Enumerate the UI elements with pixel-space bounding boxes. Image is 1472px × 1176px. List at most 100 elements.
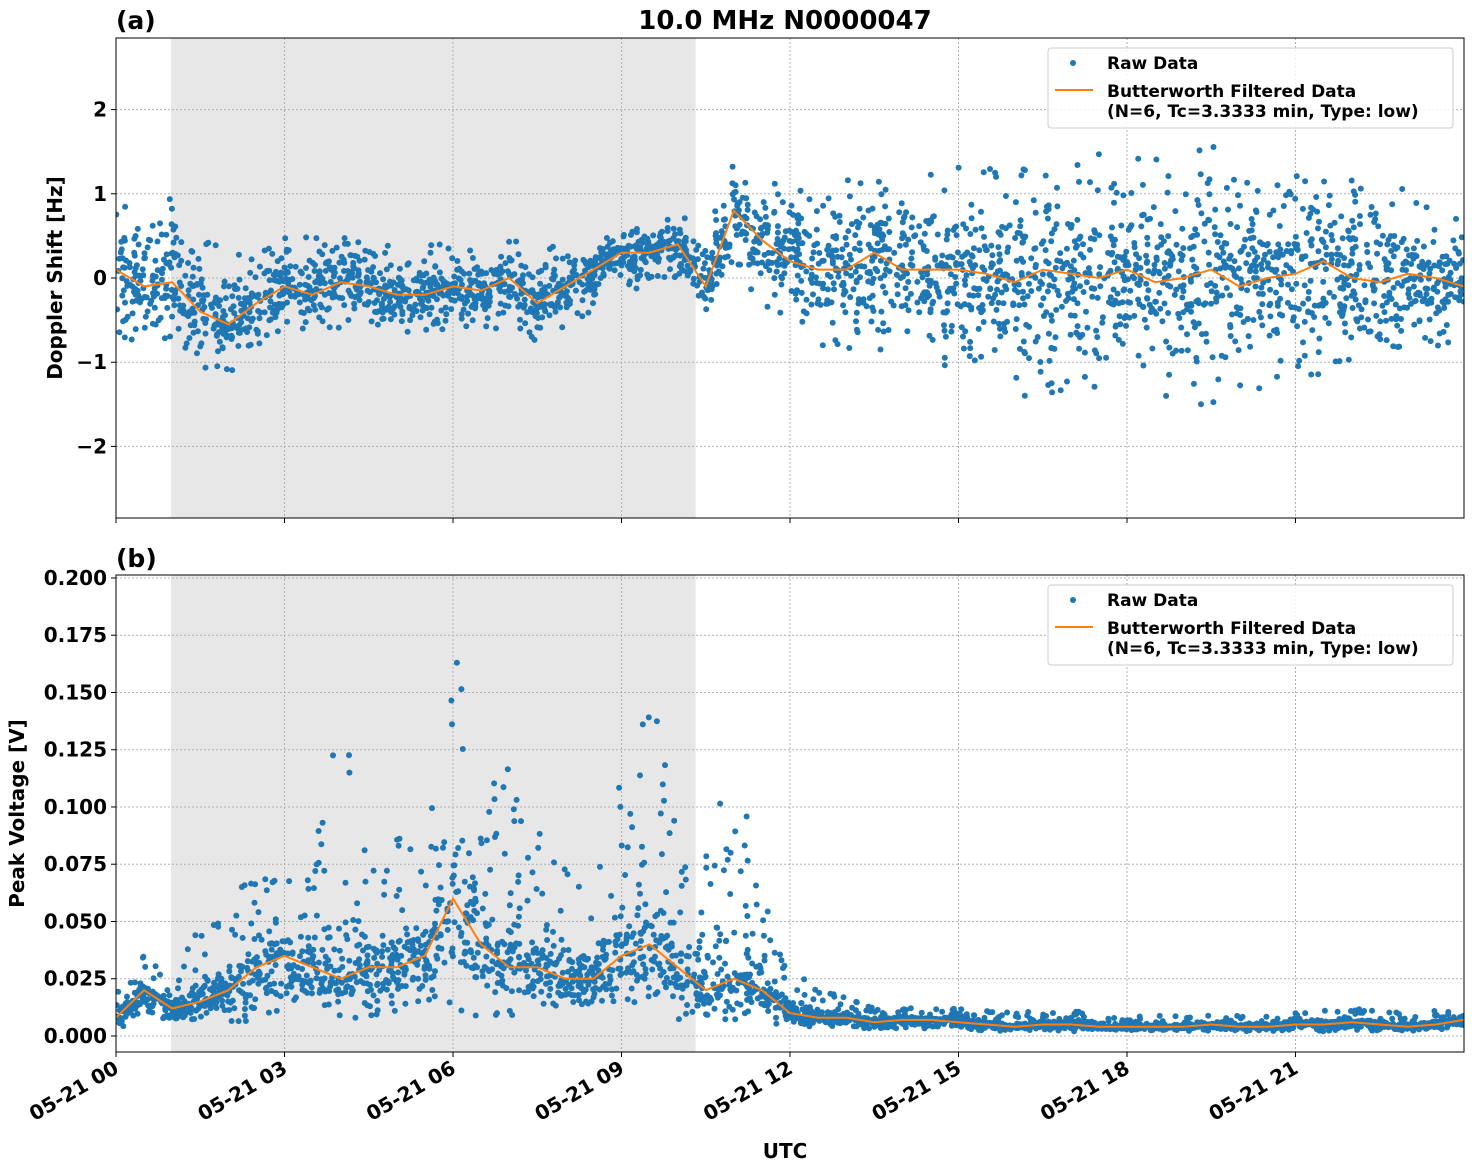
raw-data-point: [319, 947, 325, 953]
raw-data-point: [619, 905, 625, 911]
raw-data-point: [454, 660, 460, 666]
raw-data-point: [778, 244, 784, 250]
raw-data-point: [507, 284, 513, 290]
raw-data-point: [1377, 336, 1383, 342]
raw-data-point: [956, 165, 962, 171]
raw-data-point: [1163, 393, 1169, 399]
raw-data-point: [1371, 287, 1377, 293]
raw-data-point: [312, 268, 318, 274]
raw-data-point: [396, 843, 402, 849]
raw-data-point: [616, 785, 622, 791]
raw-data-point: [214, 331, 220, 337]
raw-data-point: [243, 1018, 249, 1024]
raw-data-point: [1051, 276, 1057, 282]
raw-data-point: [1401, 236, 1407, 242]
raw-data-point: [845, 177, 851, 183]
raw-data-point: [523, 968, 529, 974]
raw-data-point: [415, 976, 421, 982]
raw-data-point: [1025, 293, 1031, 299]
raw-data-point: [755, 996, 761, 1002]
raw-data-point: [646, 985, 652, 991]
raw-data-point: [766, 1001, 772, 1007]
raw-data-point: [242, 1013, 248, 1019]
raw-data-point: [967, 259, 973, 265]
raw-data-point: [651, 244, 657, 250]
raw-data-point: [1165, 173, 1171, 179]
raw-data-point: [268, 316, 274, 322]
raw-data-point: [368, 987, 374, 993]
raw-data-point: [1273, 267, 1279, 273]
raw-data-point: [1251, 235, 1257, 241]
raw-data-point: [253, 274, 259, 280]
raw-data-point: [1424, 204, 1430, 210]
raw-data-point: [201, 304, 207, 310]
raw-data-point: [351, 306, 357, 312]
raw-data-point: [992, 170, 998, 176]
raw-data-point: [958, 1006, 964, 1012]
raw-data-point: [715, 987, 721, 993]
raw-data-point: [198, 280, 204, 286]
raw-data-point: [1047, 282, 1053, 288]
raw-data-point: [254, 954, 260, 960]
raw-data-point: [717, 801, 723, 807]
raw-data-point: [857, 274, 863, 280]
raw-data-point: [266, 268, 272, 274]
raw-data-point: [1258, 314, 1264, 320]
raw-data-point: [579, 282, 585, 288]
raw-data-point: [357, 258, 363, 264]
raw-data-point: [213, 1005, 219, 1011]
raw-data-point: [779, 262, 785, 268]
raw-data-point: [651, 932, 657, 938]
raw-data-point: [650, 232, 656, 238]
raw-data-point: [681, 238, 687, 244]
raw-data-point: [809, 256, 815, 262]
raw-data-point: [1084, 279, 1090, 285]
raw-data-point: [1156, 290, 1162, 296]
raw-data-point: [217, 339, 223, 345]
raw-data-point: [296, 976, 302, 982]
raw-data-point: [1012, 235, 1018, 241]
raw-data-point: [542, 301, 548, 307]
raw-data-point: [731, 930, 737, 936]
raw-data-point: [297, 299, 303, 305]
raw-data-point: [365, 958, 371, 964]
raw-data-point: [140, 266, 146, 272]
raw-data-point: [966, 292, 972, 298]
raw-data-point: [175, 985, 181, 991]
raw-data-point: [1004, 1010, 1010, 1016]
raw-data-point: [842, 309, 848, 315]
raw-data-point: [457, 295, 463, 301]
raw-data-point: [402, 1001, 408, 1007]
legend-raw-label: Raw Data: [1107, 54, 1198, 74]
raw-data-point: [932, 257, 938, 263]
raw-data-point: [146, 237, 152, 243]
raw-data-point: [772, 292, 778, 298]
raw-data-point: [762, 205, 768, 211]
raw-data-point: [259, 937, 265, 943]
raw-data-point: [145, 1002, 151, 1008]
raw-data-point: [575, 310, 581, 316]
raw-data-point: [733, 988, 739, 994]
raw-data-point: [1108, 185, 1114, 191]
raw-data-point: [962, 301, 968, 307]
raw-data-point: [164, 305, 170, 311]
raw-data-point: [423, 977, 429, 983]
raw-data-point: [204, 1010, 210, 1016]
raw-data-point: [935, 232, 941, 238]
raw-data-point: [725, 254, 731, 260]
raw-data-point: [714, 925, 720, 931]
raw-data-point: [1018, 172, 1024, 178]
raw-data-point: [593, 985, 599, 991]
raw-data-point: [773, 1015, 779, 1021]
raw-data-point: [669, 944, 675, 950]
raw-data-point: [596, 940, 602, 946]
raw-data-point: [654, 718, 660, 724]
raw-data-point: [841, 994, 847, 1000]
raw-data-point: [181, 964, 187, 970]
raw-data-point: [177, 280, 183, 286]
raw-data-point: [1285, 282, 1291, 288]
raw-data-point: [209, 305, 215, 311]
raw-data-point: [135, 1011, 141, 1017]
raw-data-point: [1259, 322, 1265, 328]
raw-data-point: [1411, 284, 1417, 290]
